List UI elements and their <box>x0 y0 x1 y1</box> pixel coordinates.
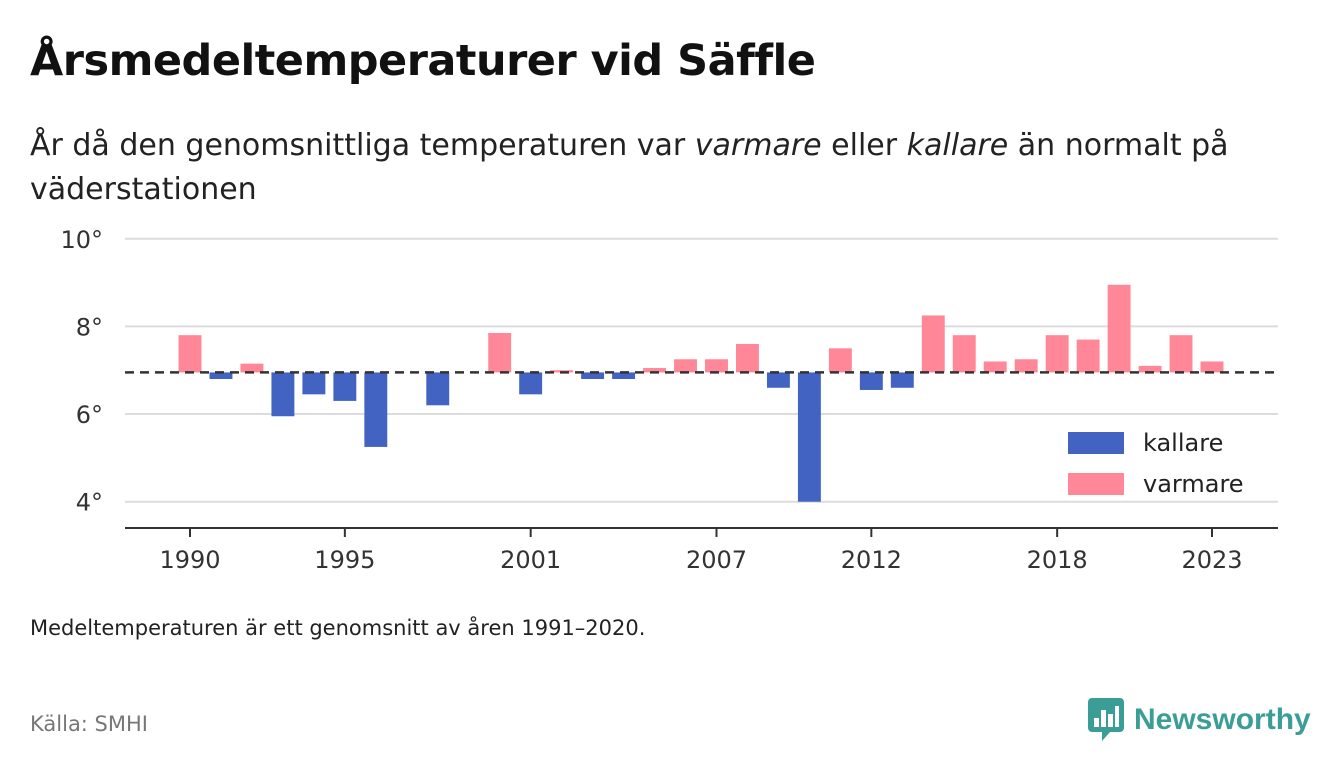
bar-2013 <box>890 372 914 388</box>
bar-2001 <box>519 372 543 395</box>
bar-2021 <box>1138 365 1162 373</box>
bar-2007 <box>705 359 728 373</box>
newsworthy-logo-icon <box>1088 698 1124 741</box>
bar-2009 <box>766 372 790 388</box>
bar-2023 <box>1200 361 1224 373</box>
bar-2018 <box>1045 335 1069 373</box>
bar-1994 <box>302 372 326 395</box>
subtitle-text-start: År då den genomsnittliga temperaturen va… <box>30 128 695 163</box>
bar-2016 <box>983 361 1007 373</box>
bar-1996 <box>364 372 388 447</box>
bar-2010 <box>797 372 821 502</box>
bar-2017 <box>1014 359 1038 373</box>
y-gridlines <box>125 237 1278 503</box>
bar-1992 <box>240 363 264 373</box>
y-tick-label: 6° <box>76 401 103 429</box>
temperature-bar-chart: 4° 6° 8° 10° 1990 1995 2001 2007 2012 2018 2023 k… <box>60 230 1278 574</box>
chart-title: Årsmedeltemperaturer vid Säffle <box>30 36 816 86</box>
bar-1993 <box>271 372 295 417</box>
y-tick-label: 4° <box>76 489 103 517</box>
x-tick-label: 2012 <box>841 546 902 574</box>
bar-2019 <box>1076 339 1100 373</box>
legend-label-varmare: varmare <box>1143 470 1244 498</box>
x-tick-label: 2007 <box>686 546 747 574</box>
bar-2003 <box>581 372 605 379</box>
bar-1998 <box>426 372 450 406</box>
bar-2014 <box>921 315 945 373</box>
bar-2008 <box>735 343 759 373</box>
bar-2004 <box>612 372 636 379</box>
bar-1995 <box>333 372 357 401</box>
legend-swatch-varmare <box>1068 473 1124 495</box>
subtitle-text-middle: eller <box>821 128 907 163</box>
bar-2000 <box>488 332 512 373</box>
source-credit: Källa: SMHI <box>30 712 148 736</box>
chart-note: Medeltemperaturen är ett genomsnitt av å… <box>30 616 646 640</box>
subtitle-cold-word: kallare <box>906 128 1009 163</box>
legend: kallare varmare <box>1058 420 1258 500</box>
y-axis: 4° 6° 8° 10° <box>60 230 103 517</box>
subtitle-warm-word: varmare <box>694 128 822 163</box>
x-tick-label: 2023 <box>1181 546 1242 574</box>
x-tick-label: 2018 <box>1027 546 1088 574</box>
bars <box>178 284 1224 502</box>
bar-2005 <box>643 368 667 373</box>
bar-2012 <box>859 372 883 390</box>
bar-1990 <box>178 335 202 373</box>
bar-1991 <box>209 372 233 379</box>
x-tick-label: 1995 <box>314 546 375 574</box>
bar-2015 <box>952 335 976 373</box>
bar-2006 <box>674 359 697 373</box>
bar-2011 <box>828 348 852 373</box>
y-tick-label: 8° <box>76 313 103 341</box>
y-tick-label: 10° <box>60 230 103 254</box>
legend-swatch-kallare <box>1068 432 1124 454</box>
x-tick-label: 1990 <box>159 546 220 574</box>
subtitle-text-end: än normalt på väderstationen <box>30 128 1229 207</box>
brand-logo: Newsworthy <box>1088 698 1311 742</box>
bar-2020 <box>1107 284 1131 373</box>
bar-2022 <box>1169 335 1193 373</box>
chart-subtitle: År då den genomsnittliga temperaturen va… <box>30 124 1310 212</box>
brand-name: Newsworthy <box>1134 703 1311 736</box>
x-tick-label: 2001 <box>500 546 561 574</box>
x-axis: 1990 1995 2001 2007 2012 2018 2023 <box>159 528 1243 574</box>
legend-label-kallare: kallare <box>1143 429 1223 457</box>
